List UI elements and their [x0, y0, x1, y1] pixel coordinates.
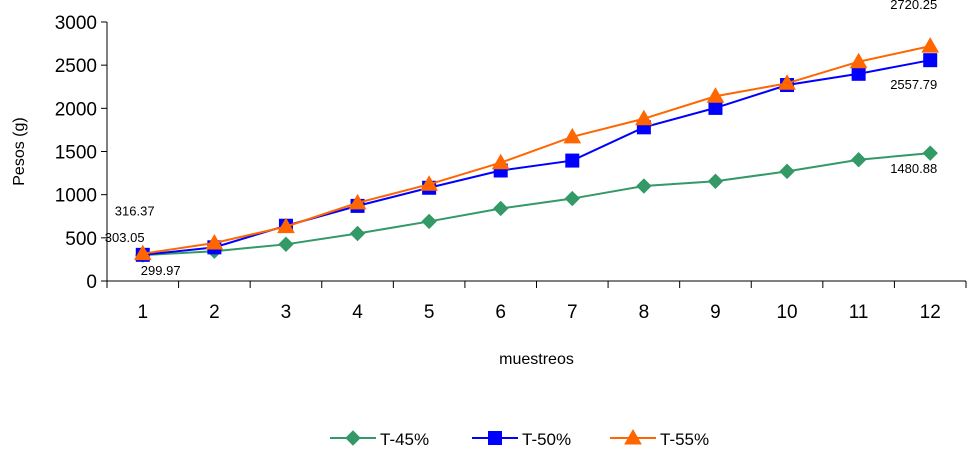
- series-T-55%: [133, 37, 940, 261]
- data-label: 2720.25: [890, 0, 937, 12]
- data-point: [349, 225, 366, 242]
- legend-item: T-50%: [472, 430, 571, 449]
- data-point: [563, 127, 582, 144]
- data-point: [851, 66, 866, 81]
- data-point: [706, 87, 725, 103]
- data-point: [421, 213, 437, 230]
- data-point: [565, 153, 580, 168]
- data-point: [278, 236, 294, 253]
- legend-label: T-45%: [380, 430, 429, 449]
- data-point: [850, 151, 867, 168]
- series-line: [142, 45, 931, 255]
- y-tick-label: 3000: [55, 13, 97, 34]
- x-tick-label: 4: [352, 302, 363, 323]
- legend-marker: [345, 430, 361, 446]
- legend-item: T-45%: [330, 430, 429, 449]
- y-tick-label: 1000: [55, 186, 97, 207]
- data-point: [778, 74, 796, 90]
- x-tick-label: 7: [567, 302, 578, 323]
- data-point: [921, 37, 940, 53]
- data-point: [205, 234, 224, 250]
- data-point: [564, 190, 580, 207]
- x-axis-label: muestreos: [499, 351, 574, 368]
- data-point: [923, 53, 938, 68]
- x-tick-label: 1: [138, 302, 149, 323]
- y-axis-label: Pesos (g): [11, 117, 28, 185]
- data-point: [922, 145, 938, 161]
- data-point: [707, 173, 724, 189]
- y-tick-label: 2500: [55, 56, 97, 77]
- x-tick-label: 6: [495, 302, 506, 323]
- data-label: 1480.88: [890, 161, 937, 176]
- legend-label: T-50%: [522, 430, 571, 449]
- data-point: [779, 163, 795, 180]
- data-point: [491, 153, 510, 170]
- data-point: [635, 109, 653, 126]
- data-point: [708, 100, 723, 115]
- y-tick-label: 500: [65, 229, 97, 250]
- data-point: [420, 175, 438, 191]
- annotation-layer: 316.37 303.05 299.97 2720.25 2557.79 1480.88: [105, 0, 937, 278]
- legend-item: T-55%: [610, 428, 709, 449]
- data-point: [277, 217, 295, 234]
- y-tick-label: 2000: [55, 99, 97, 120]
- y-tick-label: 0: [86, 272, 97, 293]
- x-axis-ticks: 1 2 3 4 5 6 7 8 9 10 11 12: [106, 281, 967, 323]
- data-point: [133, 244, 152, 261]
- series-line: [142, 152, 931, 257]
- data-point: [849, 52, 868, 69]
- data-point: [636, 178, 652, 194]
- series-T-50%: [135, 53, 938, 262]
- data-point: [348, 193, 367, 210]
- x-tick-label: 3: [281, 302, 292, 323]
- data-point: [493, 200, 509, 217]
- series-line: [142, 59, 931, 256]
- axes: [106, 22, 966, 282]
- series-T-45%: [135, 145, 938, 263]
- x-tick-label: 9: [710, 302, 721, 323]
- series-layer: [133, 37, 940, 263]
- legend: T-45% T-50% T-55%: [330, 428, 709, 449]
- data-label: 303.05: [105, 230, 145, 245]
- x-tick-label: 10: [776, 302, 797, 323]
- y-axis-ticks: 0 500 1000 1500 2000 2500 3000: [55, 13, 107, 293]
- legend-marker: [624, 428, 642, 445]
- data-label: 299.97: [141, 263, 181, 278]
- x-tick-label: 12: [920, 302, 941, 323]
- x-tick-label: 5: [424, 302, 435, 323]
- x-tick-label: 8: [639, 302, 650, 323]
- data-label: 2557.79: [890, 77, 937, 92]
- x-tick-label: 2: [209, 302, 220, 323]
- x-tick-label: 11: [849, 302, 869, 323]
- legend-marker: [488, 431, 502, 445]
- y-tick-label: 1500: [55, 143, 97, 164]
- legend-label: T-55%: [660, 430, 709, 449]
- data-label: 316.37: [115, 204, 155, 219]
